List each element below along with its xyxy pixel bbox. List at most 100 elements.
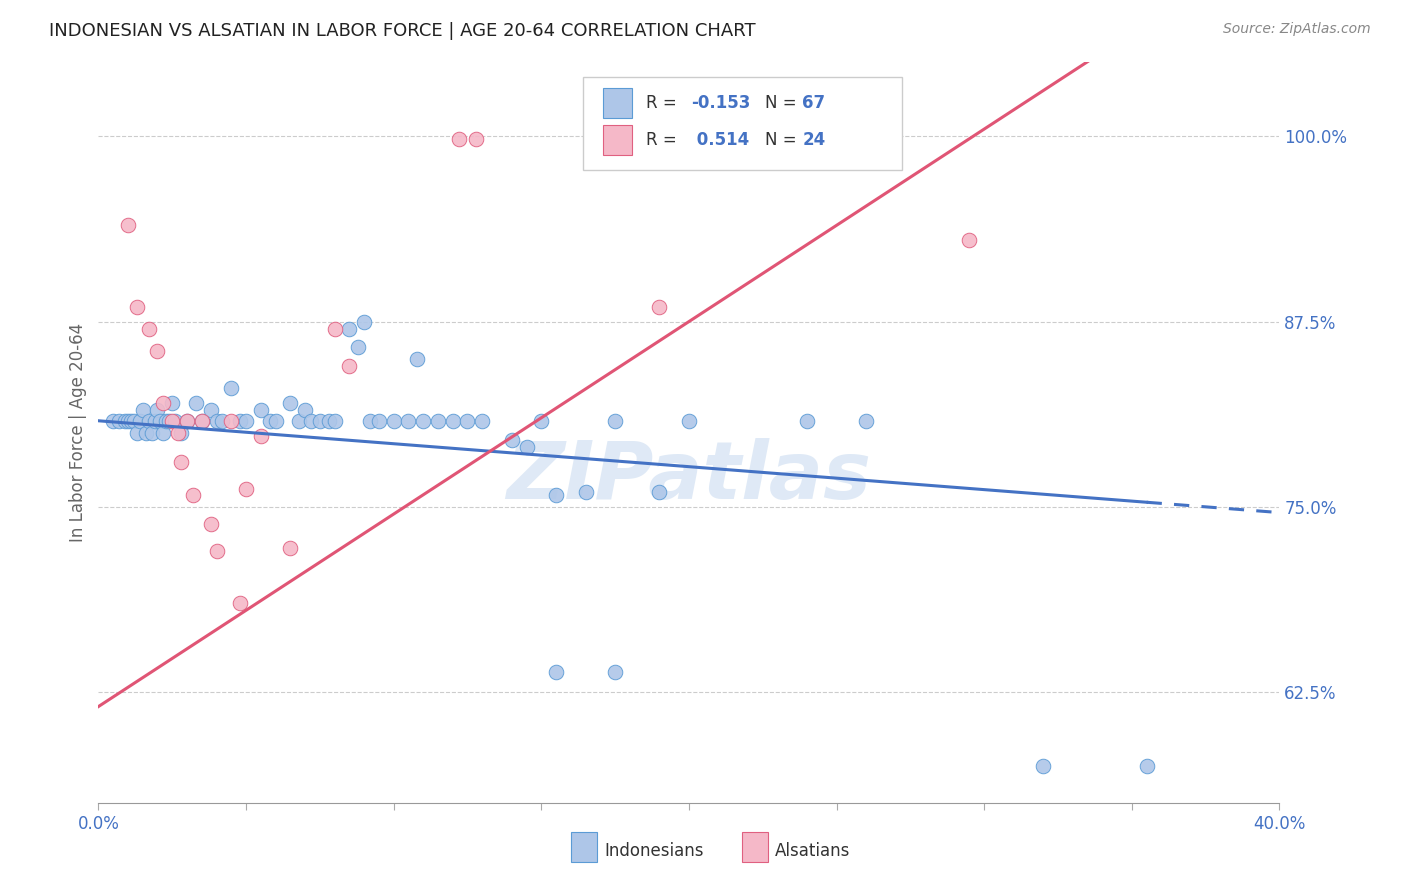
Text: 0.514: 0.514	[692, 131, 749, 149]
Point	[648, 484, 671, 499]
Text: N =: N =	[765, 95, 801, 112]
Point	[114, 414, 136, 428]
Point	[155, 414, 177, 428]
Point	[152, 396, 174, 410]
Point	[471, 414, 494, 428]
Point	[157, 414, 180, 428]
Point	[288, 414, 311, 428]
Point	[959, 233, 981, 247]
Point	[103, 414, 125, 428]
Point	[138, 322, 160, 336]
Point	[162, 414, 183, 428]
Point	[125, 300, 148, 314]
Point	[205, 544, 228, 558]
Point	[280, 396, 302, 410]
Point	[167, 425, 190, 440]
Point	[280, 541, 302, 555]
Point	[259, 414, 281, 428]
Point	[117, 414, 139, 428]
Point	[135, 425, 157, 440]
Point	[457, 414, 479, 428]
Point	[605, 414, 627, 428]
Text: Source: ZipAtlas.com: Source: ZipAtlas.com	[1223, 22, 1371, 37]
Text: R =: R =	[647, 95, 682, 112]
Point	[176, 414, 198, 428]
Point	[152, 425, 174, 440]
Point	[441, 414, 464, 428]
Point	[1136, 759, 1159, 773]
Point	[1032, 759, 1054, 773]
Text: Alsatians: Alsatians	[775, 842, 851, 860]
Text: INDONESIAN VS ALSATIAN IN LABOR FORCE | AGE 20-64 CORRELATION CHART: INDONESIAN VS ALSATIAN IN LABOR FORCE | …	[49, 22, 756, 40]
Point	[359, 414, 381, 428]
Point	[250, 403, 273, 417]
Point	[796, 414, 818, 428]
Point	[162, 396, 183, 410]
Point	[339, 322, 361, 336]
Text: R =: R =	[647, 131, 682, 149]
Point	[546, 488, 568, 502]
Point	[221, 414, 243, 428]
Point	[200, 517, 222, 532]
Text: -0.153: -0.153	[692, 95, 751, 112]
Point	[176, 414, 198, 428]
Point	[406, 351, 429, 366]
Point	[323, 322, 346, 336]
Point	[339, 359, 361, 373]
Point	[250, 428, 273, 442]
Point	[648, 300, 671, 314]
Point	[530, 414, 553, 428]
Point	[128, 414, 150, 428]
Point	[368, 414, 391, 428]
Point	[138, 414, 160, 428]
FancyBboxPatch shape	[603, 126, 633, 155]
Point	[353, 315, 375, 329]
Point	[120, 414, 142, 428]
Point	[211, 414, 233, 428]
Point	[170, 425, 193, 440]
Point	[605, 665, 627, 680]
FancyBboxPatch shape	[742, 832, 768, 862]
Point	[575, 484, 598, 499]
Point	[184, 396, 207, 410]
Point	[398, 414, 420, 428]
Point	[122, 414, 145, 428]
Point	[170, 455, 193, 469]
Point	[264, 414, 287, 428]
FancyBboxPatch shape	[603, 88, 633, 118]
Point	[125, 425, 148, 440]
Point	[200, 403, 222, 417]
Point	[855, 414, 877, 428]
Point	[181, 488, 204, 502]
Text: 24: 24	[803, 131, 825, 149]
Point	[516, 441, 538, 455]
Point	[146, 403, 169, 417]
Point	[546, 665, 568, 680]
Point	[235, 482, 257, 496]
Text: N =: N =	[765, 131, 801, 149]
Point	[299, 414, 322, 428]
Point	[678, 414, 700, 428]
Point	[191, 414, 214, 428]
Point	[108, 414, 131, 428]
Point	[149, 414, 172, 428]
FancyBboxPatch shape	[582, 78, 901, 169]
Point	[221, 381, 243, 395]
Point	[117, 219, 139, 233]
Point	[323, 414, 346, 428]
Point	[141, 425, 163, 440]
Point	[427, 414, 450, 428]
Text: ZIPatlas: ZIPatlas	[506, 438, 872, 516]
Y-axis label: In Labor Force | Age 20-64: In Labor Force | Age 20-64	[69, 323, 87, 542]
Text: 67: 67	[803, 95, 825, 112]
Point	[465, 132, 488, 146]
FancyBboxPatch shape	[571, 832, 596, 862]
Point	[412, 414, 434, 428]
Point	[132, 403, 155, 417]
Point	[347, 340, 370, 354]
Point	[205, 414, 228, 428]
Point	[318, 414, 340, 428]
Point	[229, 414, 252, 428]
Point	[143, 414, 166, 428]
Point	[294, 403, 316, 417]
